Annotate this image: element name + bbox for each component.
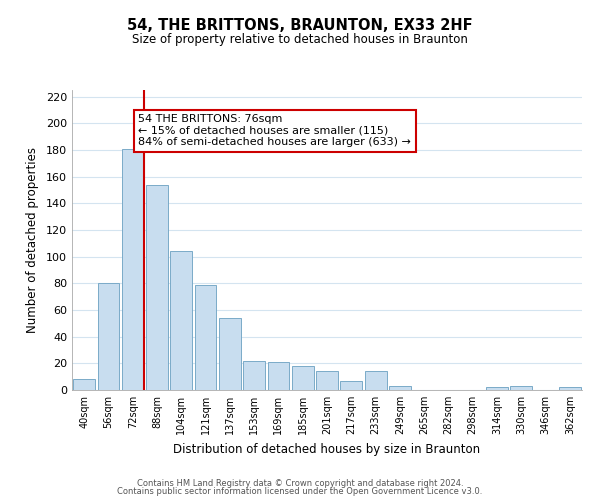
- Bar: [73, 380, 95, 390]
- Bar: [511, 386, 532, 390]
- Bar: [389, 386, 411, 390]
- Bar: [170, 252, 192, 390]
- Bar: [194, 284, 217, 390]
- Bar: [316, 372, 338, 390]
- Bar: [486, 388, 508, 390]
- Bar: [122, 148, 143, 390]
- Bar: [365, 372, 386, 390]
- X-axis label: Distribution of detached houses by size in Braunton: Distribution of detached houses by size …: [173, 442, 481, 456]
- Bar: [219, 318, 241, 390]
- Bar: [97, 284, 119, 390]
- Text: Contains HM Land Registry data © Crown copyright and database right 2024.: Contains HM Land Registry data © Crown c…: [137, 478, 463, 488]
- Text: 54 THE BRITTONS: 76sqm
← 15% of detached houses are smaller (115)
84% of semi-de: 54 THE BRITTONS: 76sqm ← 15% of detached…: [139, 114, 411, 147]
- Y-axis label: Number of detached properties: Number of detached properties: [26, 147, 39, 333]
- Text: 54, THE BRITTONS, BRAUNTON, EX33 2HF: 54, THE BRITTONS, BRAUNTON, EX33 2HF: [127, 18, 473, 32]
- Text: Contains public sector information licensed under the Open Government Licence v3: Contains public sector information licen…: [118, 487, 482, 496]
- Bar: [268, 362, 289, 390]
- Bar: [146, 184, 168, 390]
- Text: Size of property relative to detached houses in Braunton: Size of property relative to detached ho…: [132, 32, 468, 46]
- Bar: [340, 380, 362, 390]
- Bar: [292, 366, 314, 390]
- Bar: [559, 388, 581, 390]
- Bar: [243, 360, 265, 390]
